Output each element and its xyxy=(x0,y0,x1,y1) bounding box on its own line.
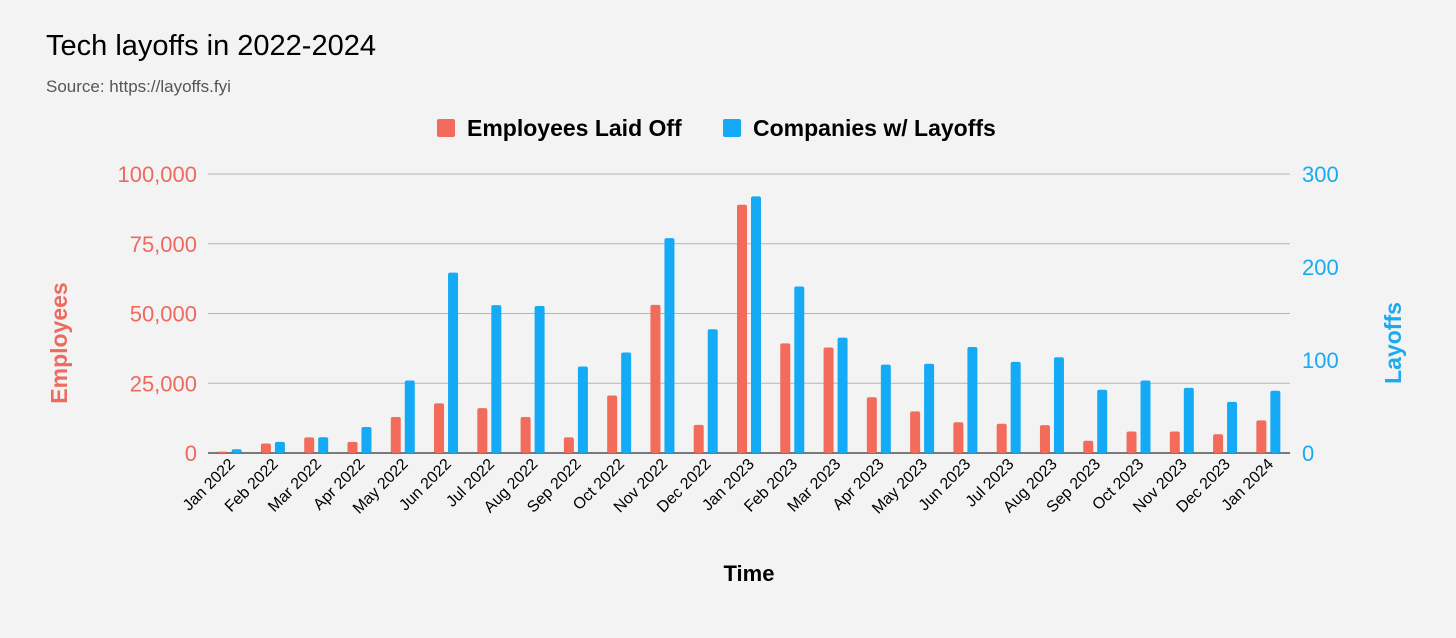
y-axis-right-ticks: 0 100 200 300 xyxy=(1302,162,1339,466)
bar-employees xyxy=(607,395,618,453)
x-axis-title: Time xyxy=(724,561,775,586)
y-left-tick-label: 50,000 xyxy=(130,302,197,327)
y-left-tick-label: 25,000 xyxy=(130,371,197,396)
bar-companies xyxy=(1097,389,1108,453)
bar-companies xyxy=(448,272,459,453)
bar-companies xyxy=(837,337,848,453)
bar-employees xyxy=(477,408,488,453)
bar-companies xyxy=(1183,387,1194,453)
bar-employees xyxy=(563,437,574,453)
bar-companies xyxy=(1053,357,1064,453)
bar-companies xyxy=(274,441,285,453)
bar-companies xyxy=(621,352,632,453)
bar-companies xyxy=(1270,390,1281,453)
bar-companies xyxy=(1140,380,1151,453)
bar-employees xyxy=(1083,440,1094,453)
y-axis-left-title: Employees xyxy=(46,282,72,403)
legend-swatch-companies xyxy=(723,119,741,137)
bar-employees xyxy=(1169,431,1180,453)
bar-employees xyxy=(1126,431,1137,453)
y-right-tick-label: 200 xyxy=(1302,255,1339,280)
bar-companies xyxy=(318,437,329,453)
bar-companies xyxy=(231,449,242,453)
bar-employees xyxy=(737,204,747,453)
y-left-tick-label: 0 xyxy=(185,441,197,466)
bar-employees xyxy=(996,423,1007,453)
bar-companies xyxy=(751,196,761,453)
bar-employees xyxy=(780,343,791,453)
bar-employees xyxy=(910,411,921,453)
bar-employees xyxy=(1213,434,1224,453)
bar-employees xyxy=(1256,420,1267,453)
bar-employees xyxy=(520,417,531,453)
bar-companies xyxy=(404,380,415,453)
chart-title: Tech layoffs in 2022-2024 xyxy=(46,30,376,62)
y-axis-right-title: Layoffs xyxy=(1380,302,1406,384)
bar-employees xyxy=(304,437,315,453)
bar-companies xyxy=(794,286,805,453)
bar-employees xyxy=(217,451,228,453)
bar-companies xyxy=(361,426,372,453)
legend: Employees Laid Off Companies w/ Layoffs xyxy=(437,115,996,141)
bar-employees xyxy=(823,347,834,453)
bar-employees xyxy=(260,443,271,453)
bars xyxy=(217,196,1281,453)
bar-employees xyxy=(953,422,964,453)
y-axis-left-ticks: 0 25,000 50,000 75,000 100,000 xyxy=(117,162,197,466)
bar-companies xyxy=(534,306,545,453)
bar-employees xyxy=(693,424,704,453)
bar-companies xyxy=(967,346,978,453)
bar-companies xyxy=(1010,361,1021,453)
y-right-tick-label: 300 xyxy=(1302,162,1339,187)
legend-swatch-employees xyxy=(437,119,455,137)
bar-employees xyxy=(650,304,661,453)
y-right-tick-label: 100 xyxy=(1302,348,1339,373)
bar-employees xyxy=(347,441,358,453)
bar-employees xyxy=(390,417,401,453)
y-right-tick-label: 0 xyxy=(1302,441,1314,466)
y-left-tick-label: 100,000 xyxy=(117,162,197,187)
bar-employees xyxy=(1039,425,1050,453)
legend-label-employees: Employees Laid Off xyxy=(467,115,682,141)
bar-employees xyxy=(866,397,877,453)
gridlines xyxy=(208,173,1290,454)
chart-subtitle: Source: https://layoffs.fyi xyxy=(46,77,231,96)
bar-companies xyxy=(664,238,675,453)
legend-label-companies: Companies w/ Layoffs xyxy=(753,115,996,141)
bar-employees xyxy=(434,403,445,453)
bar-companies xyxy=(577,366,588,453)
y-left-tick-label: 75,000 xyxy=(130,232,197,257)
bar-companies xyxy=(491,305,502,453)
bar-companies xyxy=(1227,401,1238,453)
bar-companies xyxy=(707,329,718,453)
bar-companies xyxy=(924,363,935,453)
bar-companies xyxy=(880,364,891,453)
